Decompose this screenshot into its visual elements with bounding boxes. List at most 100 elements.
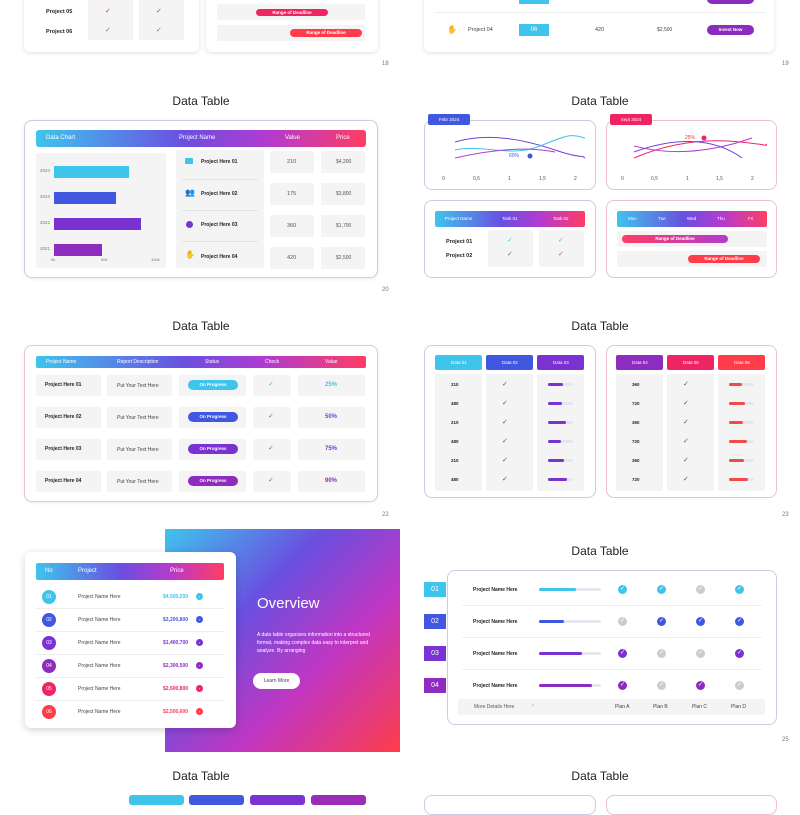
project-name: Project Name Here <box>78 709 121 715</box>
check-icon: ✓ <box>268 477 274 484</box>
row-number: 03 <box>42 636 56 650</box>
tick: 1 <box>686 176 689 182</box>
progress-bar <box>539 652 583 655</box>
check-circle-icon: ✓ <box>735 649 744 658</box>
progress-bar <box>548 440 561 443</box>
data-value: 720 <box>632 401 640 406</box>
check-circle-icon: ✓ <box>735 617 744 626</box>
project-list-area <box>176 150 264 268</box>
check-icon: ✓ <box>502 438 508 445</box>
row-number: 01 <box>424 582 446 597</box>
cell <box>539 230 584 267</box>
check-circle-icon: ✓ <box>735 681 744 690</box>
divider <box>36 608 224 609</box>
price-cell <box>321 151 365 173</box>
project-name: Project Here 03 <box>201 222 238 228</box>
progress-track <box>539 620 601 623</box>
check-icon: ✓ <box>268 445 274 452</box>
status-badge: On Progress <box>188 444 238 454</box>
data-value: 360 <box>632 382 640 387</box>
divider <box>36 654 224 655</box>
desc-cell <box>107 407 172 428</box>
invest-now-button[interactable]: Invest Now <box>707 25 754 35</box>
price-text: $3,800 <box>336 191 352 197</box>
tick: 1 <box>508 176 511 182</box>
check-circle-icon: ✓ <box>657 649 666 658</box>
tick-label: 0k <box>51 257 56 262</box>
date-tag: Sept 2024 <box>610 114 652 125</box>
divider <box>182 241 258 242</box>
plan-c-label: Plan C <box>692 704 708 710</box>
progress-bar <box>729 383 742 386</box>
arrow-icon: › <box>196 593 203 600</box>
slide22-title: Data Table <box>172 319 230 333</box>
project-name: Project Here 02 <box>45 414 82 420</box>
tab-block <box>311 795 366 805</box>
tab-block <box>189 795 244 805</box>
apple-icon <box>186 221 193 228</box>
overview-heading: Overview <box>257 595 320 612</box>
check-circle-icon: ✓ <box>696 681 705 690</box>
col-header-label: Data 04 <box>632 360 648 365</box>
tab-block <box>129 795 184 805</box>
tick: 0,5 <box>473 176 480 182</box>
col-body <box>667 374 714 491</box>
name-cell <box>36 407 101 428</box>
slide24-header <box>36 563 224 580</box>
col-header-label: Data 05 <box>683 360 699 365</box>
row-number: 03 <box>424 646 446 661</box>
data-value: 360 <box>632 420 640 425</box>
price-cell: $2,500 <box>657 27 673 33</box>
line-chart-2 <box>633 135 768 159</box>
data-value: 720 <box>632 477 640 482</box>
footer-bar <box>458 699 765 715</box>
project-name: Project Name Here <box>473 587 518 593</box>
plan-a-label: Plan A <box>615 704 630 710</box>
slide21-table-header <box>435 211 585 227</box>
check-icon: ✓ <box>268 381 274 388</box>
slide23-title: Data Table <box>571 319 629 333</box>
chart-bar <box>54 218 141 230</box>
progress-bar <box>548 421 566 424</box>
status-badge: On Progress <box>188 476 238 486</box>
header-project-name: Project Name <box>179 135 216 141</box>
header-status: Status <box>205 359 220 365</box>
project-name: Project Name Here <box>78 617 121 623</box>
check-icon: ✓ <box>502 400 508 407</box>
more-details-link[interactable]: More Details Here <box>474 704 515 710</box>
project-name: Project Name Here <box>473 683 518 689</box>
value-badge: 06 <box>519 24 549 36</box>
tick: 0,5 <box>651 176 658 182</box>
row-number: 05 <box>42 682 56 696</box>
divider <box>36 631 224 632</box>
progress-bar <box>729 478 748 481</box>
slide21-title: Data Table <box>571 94 629 108</box>
page-number-18: 18 <box>382 61 389 67</box>
day-thu: Thu <box>717 216 725 221</box>
learn-more-button[interactable]: Learn More <box>253 673 300 689</box>
check-icon: ✓ <box>502 419 508 426</box>
check-circle-icon: ✓ <box>657 585 666 594</box>
divider <box>462 605 762 606</box>
value-cell <box>270 151 314 173</box>
check-circle-icon: ✓ <box>696 649 705 658</box>
divider <box>182 210 258 211</box>
check-circle-icon: ✓ <box>657 617 666 626</box>
slide22-header <box>36 356 366 368</box>
project-name: Project Name Here <box>78 663 121 669</box>
price-value: $2,600,800 <box>163 686 189 692</box>
price-text: $2,500 <box>336 255 352 261</box>
value-text: 90% <box>325 478 338 484</box>
project-02-label: Project 02 <box>446 253 473 259</box>
header-price: Price <box>170 568 184 574</box>
check-circle-icon: ✓ <box>696 585 705 594</box>
project-name: Project Name Here <box>78 686 121 692</box>
data-value: 360 <box>632 458 640 463</box>
bar-chart: 2024 2023 2022 2021 0k 50k 100k <box>36 153 166 268</box>
deadline-pill: Range of Deadline <box>622 235 728 243</box>
arrow-icon: › <box>196 708 203 715</box>
row-number: 02 <box>42 613 56 627</box>
chart-bar <box>54 166 129 178</box>
day-mon: Mon <box>628 216 637 221</box>
chevron-right-icon: › <box>532 703 534 709</box>
